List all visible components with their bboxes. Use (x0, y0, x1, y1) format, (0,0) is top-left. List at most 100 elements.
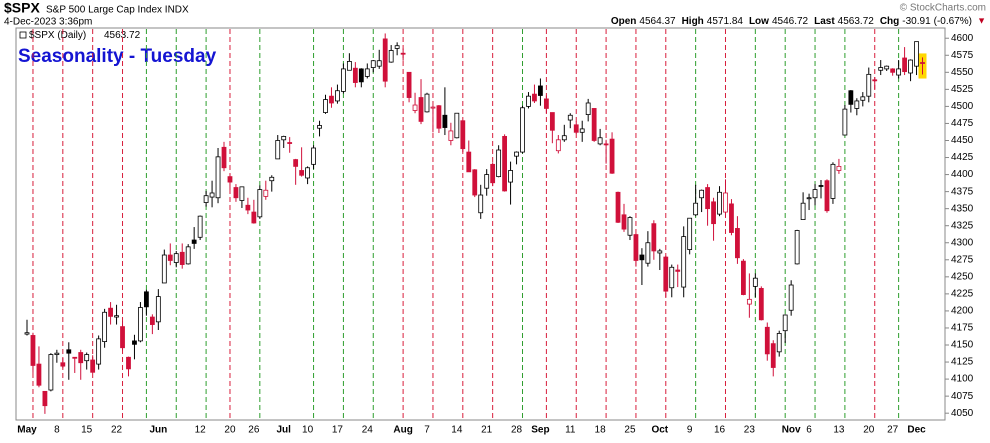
candle-body (794, 230, 800, 265)
candle-body (185, 246, 191, 265)
candle-body (329, 95, 334, 104)
candle-body (335, 90, 340, 102)
x-tick-label: Oct (651, 425, 668, 436)
candle-body (215, 156, 221, 199)
candle-body (549, 112, 555, 131)
candle-body (896, 68, 902, 76)
candle-body (520, 107, 525, 153)
candle-body (263, 189, 269, 197)
x-tick-label: 27 (887, 425, 899, 436)
candle-body (627, 217, 633, 236)
candle-body (776, 333, 782, 353)
candle-body (890, 68, 896, 73)
candle-body (287, 142, 293, 144)
candle-body (526, 95, 531, 107)
x-tick-label: 7 (424, 425, 430, 436)
candle-body (251, 211, 257, 224)
candle-body (406, 71, 412, 98)
chg-arrow: ▼ (977, 15, 986, 25)
candle-body (567, 114, 573, 121)
x-tick-label: 26 (248, 425, 260, 436)
candle-body (490, 163, 496, 184)
candle-body (36, 363, 42, 386)
y-tick-label: 4475 (951, 118, 974, 129)
candle-body (818, 185, 824, 187)
candle-body (84, 354, 90, 362)
candle-body (341, 68, 346, 92)
x-tick-label: 22 (111, 425, 123, 436)
candle-body (633, 234, 639, 261)
quote-label: Low (749, 16, 769, 27)
quote-label: Chg (880, 16, 899, 27)
candle-body (346, 61, 352, 71)
candle-body (364, 68, 370, 77)
symbol-name: S&P 500 Large Cap Index INDX (46, 5, 189, 16)
candle-body (472, 169, 478, 196)
candle-body (269, 176, 275, 182)
candle-body (305, 167, 310, 179)
candle-body (478, 194, 484, 214)
y-tick-label: 4375 (951, 186, 974, 197)
candle-body (735, 228, 740, 259)
x-tick-label: 13 (833, 425, 845, 436)
y-tick-label: 4150 (951, 340, 974, 351)
candle-body (860, 96, 866, 101)
quote-label: Open (611, 16, 637, 27)
quote: Open 4564.37 High 4571.84 Low 4546.72 Last 4563… (611, 16, 972, 27)
x-tick-label: Aug (393, 425, 412, 436)
candle-body (573, 124, 579, 133)
y-tick-label: 4100 (951, 374, 974, 385)
candle-body (806, 197, 812, 200)
candle-body (884, 65, 890, 70)
candle-body (448, 130, 454, 141)
x-tick-label: 10 (302, 425, 314, 436)
candle-body (209, 192, 215, 198)
candle-body (788, 284, 794, 311)
candle-body (311, 147, 316, 165)
candle-body (532, 93, 537, 102)
candle-body (800, 202, 806, 220)
candle-body (161, 254, 167, 284)
candle-body (394, 45, 400, 49)
candle-body (221, 146, 227, 169)
candle-body (275, 140, 281, 160)
candle-body (746, 298, 752, 305)
candle-body (717, 191, 722, 215)
candle-body (126, 356, 131, 370)
candle-body (699, 189, 705, 199)
candle-body (729, 203, 734, 233)
x-tick-label: 20 (863, 425, 875, 436)
quote-value: 4564.37 (639, 16, 676, 27)
candle-body (418, 97, 424, 122)
candle-body (239, 186, 245, 201)
x-tick-label: 9 (687, 425, 693, 436)
quote-value: -30.91 (902, 16, 931, 27)
candle-body (770, 343, 776, 368)
candle-body (585, 102, 591, 115)
x-tick-label: 21 (481, 425, 493, 436)
candle-body (412, 104, 418, 111)
candle-body (621, 214, 627, 230)
x-tick-label: 12 (195, 425, 207, 436)
x-tick-label: Jun (149, 425, 167, 436)
quote-value: 4563.72 (838, 16, 875, 27)
x-tick-label: May (17, 425, 37, 436)
candle-body (388, 50, 394, 63)
candle-body (96, 338, 102, 365)
y-tick-label: 4050 (951, 408, 974, 419)
quote-value: 4546.72 (772, 16, 809, 27)
candle-body (466, 151, 472, 173)
candle-body (60, 362, 66, 367)
x-tick-label: 17 (332, 425, 344, 436)
candle-body (54, 352, 60, 355)
candle-body (42, 390, 48, 407)
credit: © StockCharts.com (900, 3, 986, 14)
y-tick-label: 4125 (951, 357, 974, 368)
candle-body (711, 201, 716, 225)
candle-body (90, 359, 96, 373)
y-tick-label: 4350 (951, 203, 974, 214)
candle-body (663, 256, 669, 292)
quote-label: High (682, 16, 704, 27)
candle-body (454, 112, 460, 139)
candle-body (257, 189, 263, 218)
